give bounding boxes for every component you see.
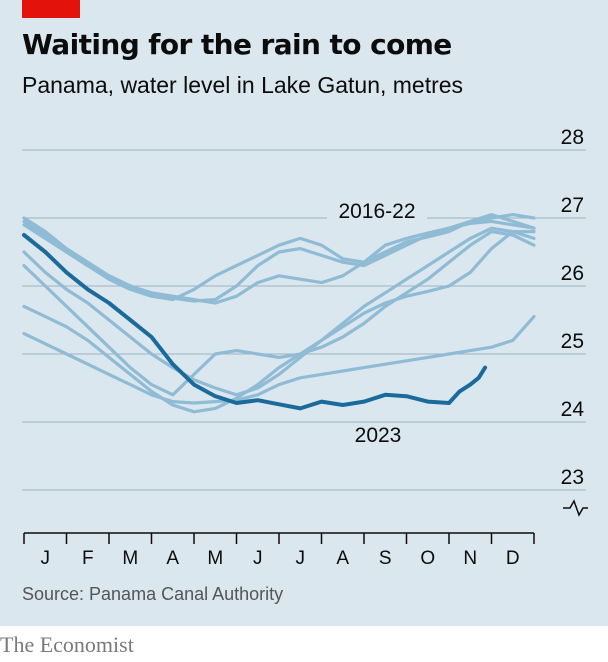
series-line-past-year <box>22 230 536 414</box>
series-line-2023 <box>22 233 488 411</box>
annotation-background <box>327 195 427 225</box>
chart-title: Waiting for the rain to come <box>22 28 452 61</box>
axis-break-icon <box>563 499 588 517</box>
x-tick-label: O <box>420 548 435 569</box>
x-tick-label: M <box>207 548 223 569</box>
line-chart: 23 24 25 26 27 28 J F M A M J J A S O N D 2016-22 2023 <box>22 126 588 569</box>
series-line-past-year <box>22 230 536 397</box>
x-tick-label: J <box>41 548 51 569</box>
series-line-past-year <box>22 226 536 397</box>
y-tick-label: 26 <box>561 262 584 285</box>
y-axis-labels: 23 24 25 26 27 28 <box>561 126 585 489</box>
x-tick-label: M <box>122 548 138 569</box>
x-tick-label: N <box>463 548 477 569</box>
y-tick-label: 27 <box>561 194 584 217</box>
x-tick-label: S <box>379 548 392 569</box>
x-tick-label: A <box>336 548 349 569</box>
y-tick-label: 23 <box>561 466 584 489</box>
x-tick-label: J <box>296 548 306 569</box>
series-line-past-year <box>22 213 536 302</box>
series-line-past-year <box>22 315 536 405</box>
series-lines <box>22 213 536 414</box>
chart-annotations: 2016-22 2023 <box>327 195 427 447</box>
brand-tag <box>22 0 80 18</box>
x-tick-label: J <box>253 548 263 569</box>
source-note: Source: Panama Canal Authority <box>22 584 284 604</box>
brand-logo: The Economist <box>0 632 134 657</box>
annotation-2023: 2023 <box>355 424 402 447</box>
series-line-past-year <box>22 216 536 305</box>
chart-subtitle: Panama, water level in Lake Gatun, metre… <box>22 72 464 98</box>
y-tick-label: 25 <box>561 330 584 353</box>
annotation-2016-22: 2016-22 <box>338 200 415 223</box>
x-tick-label: F <box>82 548 94 569</box>
series-line-past-year <box>22 213 536 303</box>
axis-break-mark <box>563 499 588 517</box>
x-tick-label: D <box>506 548 520 569</box>
y-tick-label: 28 <box>561 126 584 149</box>
x-tick-label: A <box>166 548 179 569</box>
y-tick-label: 24 <box>561 398 585 421</box>
